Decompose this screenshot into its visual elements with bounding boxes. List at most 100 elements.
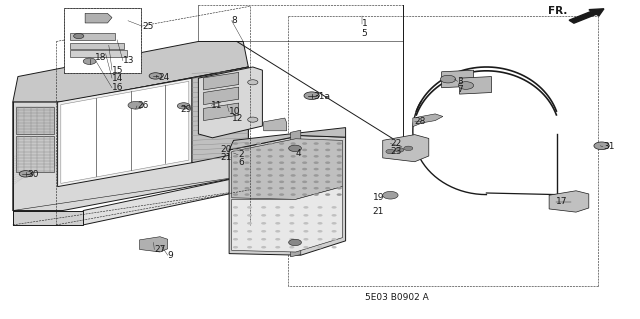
Circle shape <box>233 214 238 217</box>
Circle shape <box>233 193 238 196</box>
Circle shape <box>337 155 342 158</box>
Circle shape <box>303 206 308 209</box>
Circle shape <box>386 149 395 154</box>
Circle shape <box>256 168 261 170</box>
Circle shape <box>128 101 143 109</box>
Circle shape <box>244 168 250 170</box>
Circle shape <box>261 238 266 241</box>
Circle shape <box>275 230 280 233</box>
Text: 14: 14 <box>112 74 124 83</box>
Circle shape <box>279 155 284 158</box>
Circle shape <box>256 187 261 189</box>
Circle shape <box>289 230 294 233</box>
Circle shape <box>337 187 342 189</box>
Polygon shape <box>192 67 248 163</box>
Circle shape <box>314 174 319 177</box>
Circle shape <box>337 149 342 151</box>
Circle shape <box>383 191 398 199</box>
Circle shape <box>291 142 296 145</box>
Circle shape <box>303 238 308 241</box>
Circle shape <box>337 142 342 145</box>
Circle shape <box>261 246 266 249</box>
Polygon shape <box>13 67 248 211</box>
Polygon shape <box>442 70 474 88</box>
Circle shape <box>594 142 609 150</box>
Circle shape <box>302 161 307 164</box>
Circle shape <box>291 193 296 196</box>
FancyArrow shape <box>569 9 604 23</box>
Text: 3: 3 <box>458 77 463 86</box>
Circle shape <box>332 214 337 217</box>
Text: 21: 21 <box>372 207 384 216</box>
Circle shape <box>233 168 238 170</box>
Circle shape <box>291 149 296 151</box>
Circle shape <box>404 146 413 151</box>
Circle shape <box>233 246 238 249</box>
Polygon shape <box>204 103 239 121</box>
Circle shape <box>291 161 296 164</box>
Circle shape <box>314 193 319 196</box>
Polygon shape <box>61 81 189 183</box>
Circle shape <box>244 174 250 177</box>
Circle shape <box>83 58 96 64</box>
Text: 17: 17 <box>556 197 567 206</box>
Circle shape <box>177 103 190 109</box>
Polygon shape <box>58 78 192 187</box>
Circle shape <box>279 149 284 151</box>
Circle shape <box>256 181 261 183</box>
Circle shape <box>332 206 337 209</box>
Text: 7: 7 <box>458 85 463 94</box>
Circle shape <box>233 155 238 158</box>
Circle shape <box>314 161 319 164</box>
Circle shape <box>244 149 250 151</box>
Circle shape <box>302 187 307 189</box>
Circle shape <box>314 149 319 151</box>
Circle shape <box>458 82 474 89</box>
Text: 18: 18 <box>95 53 106 62</box>
Circle shape <box>325 187 330 189</box>
Circle shape <box>302 149 307 151</box>
Polygon shape <box>85 13 112 23</box>
Circle shape <box>332 230 337 233</box>
Circle shape <box>302 142 307 145</box>
Circle shape <box>302 168 307 170</box>
Text: 2: 2 <box>238 150 244 159</box>
Polygon shape <box>549 191 589 212</box>
Polygon shape <box>232 139 342 199</box>
Circle shape <box>233 149 238 151</box>
Circle shape <box>233 230 238 233</box>
Text: 13: 13 <box>123 56 134 65</box>
Circle shape <box>317 206 323 209</box>
Text: 28: 28 <box>415 117 426 126</box>
Circle shape <box>268 168 273 170</box>
Polygon shape <box>64 8 141 73</box>
Circle shape <box>314 142 319 145</box>
Polygon shape <box>13 41 248 102</box>
Circle shape <box>233 206 238 209</box>
Polygon shape <box>383 135 429 162</box>
Text: 6: 6 <box>238 158 244 167</box>
Circle shape <box>248 117 258 122</box>
Circle shape <box>244 161 250 164</box>
Polygon shape <box>204 72 239 90</box>
Circle shape <box>325 161 330 164</box>
Circle shape <box>302 155 307 158</box>
Text: 5: 5 <box>362 29 367 38</box>
Circle shape <box>256 149 261 151</box>
Circle shape <box>261 206 266 209</box>
Text: 1: 1 <box>362 19 367 28</box>
Circle shape <box>303 214 308 217</box>
Circle shape <box>256 161 261 164</box>
Polygon shape <box>70 33 115 40</box>
Polygon shape <box>13 211 83 225</box>
Circle shape <box>248 80 258 85</box>
Circle shape <box>247 230 252 233</box>
Text: 5E03 B0902 A: 5E03 B0902 A <box>365 293 429 302</box>
Circle shape <box>261 222 266 225</box>
Circle shape <box>149 73 162 79</box>
Circle shape <box>325 168 330 170</box>
Circle shape <box>19 171 32 177</box>
Polygon shape <box>198 67 262 138</box>
Circle shape <box>275 246 280 249</box>
Text: 11: 11 <box>211 101 223 110</box>
